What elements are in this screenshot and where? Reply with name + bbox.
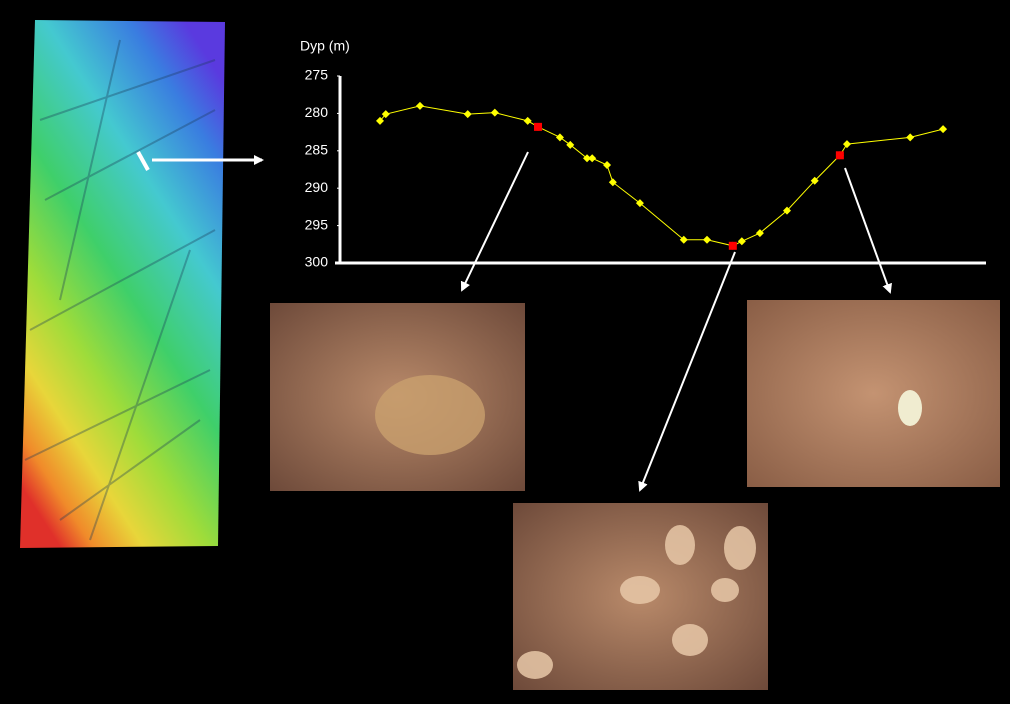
y-tick-label: 280 [305,104,329,120]
data-point [939,125,947,133]
data-point [524,117,532,125]
data-point [416,102,424,110]
profile-line [380,106,943,246]
data-point [491,109,499,117]
depth-profile: Dyp (m) 275 280 285 290 295 300 [300,38,986,270]
arrow [462,152,528,290]
data-point [464,110,472,118]
bathymetry-map [20,20,225,548]
y-tick-label: 285 [305,142,329,158]
arrow [640,252,735,490]
data-point [603,161,611,169]
y-tick-label: 295 [305,216,329,232]
y-tick-label: 275 [305,67,329,83]
y-tick-label: 300 [305,254,329,270]
highlight-point [729,242,737,250]
data-point [738,237,746,245]
data-point [843,140,851,148]
arrow [845,168,890,292]
photo-detail [375,375,485,455]
highlight-point [836,151,844,159]
data-point [609,178,617,186]
highlight-point [534,123,542,131]
seabed-photo [747,300,1000,487]
photo-detail [898,390,922,426]
data-point [906,133,914,141]
data-point [588,154,596,162]
figure: Dyp (m) 275 280 285 290 295 300 [0,0,1010,699]
data-point [556,133,564,141]
y-tick-label: 290 [305,179,329,195]
data-point [703,236,711,244]
y-axis-label: Dyp (m) [300,38,350,54]
